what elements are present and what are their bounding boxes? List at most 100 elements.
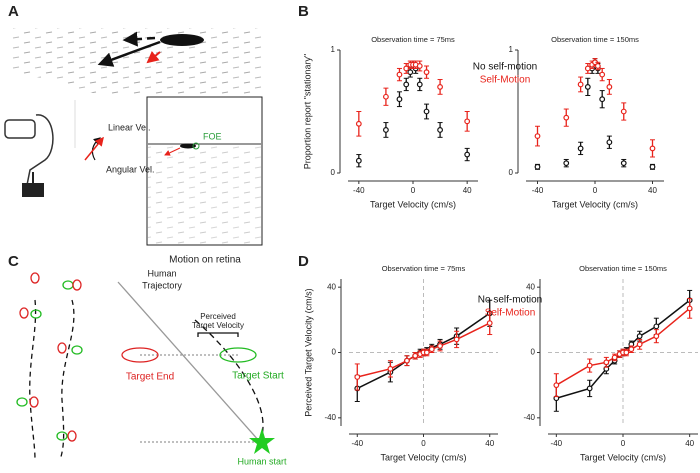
- marker: [599, 96, 606, 103]
- marker: [396, 96, 403, 103]
- y-tick-label: 40: [327, 282, 336, 291]
- marker: [649, 145, 656, 152]
- marker: [563, 114, 570, 121]
- marker: [553, 382, 560, 389]
- marker: [620, 160, 627, 167]
- marker: [653, 323, 660, 330]
- marker: [606, 83, 613, 90]
- marker: [464, 118, 471, 125]
- marker: [407, 69, 414, 76]
- x-tick-label: 0: [421, 439, 426, 448]
- annotation: Angular Vel.: [106, 164, 155, 174]
- legend-entry: Self-Motion: [480, 75, 531, 86]
- panel-label: C: [8, 253, 19, 270]
- y-axis-label: Proportion report "stationary": [302, 54, 312, 169]
- annotation: Target Start: [232, 371, 284, 382]
- marker: [577, 145, 584, 152]
- x-tick-label: 40: [463, 186, 472, 195]
- annotation: Trajectory: [142, 280, 182, 290]
- y-tick-label: 1: [331, 45, 336, 54]
- annotation: Target Velocity: [192, 321, 244, 330]
- x-tick-label: 0: [411, 186, 416, 195]
- illustration-a: [4, 28, 263, 246]
- marker: [354, 374, 361, 380]
- legend-entry: Self-Motion: [485, 308, 536, 319]
- legend-entry: No self-motion: [473, 62, 537, 73]
- marker: [649, 163, 656, 170]
- marker: [623, 349, 630, 356]
- panel-label: B: [298, 3, 309, 20]
- marker: [412, 352, 419, 359]
- x-tick-label: 0: [621, 439, 626, 448]
- marker: [403, 81, 410, 88]
- y-tick-label: -40: [324, 413, 336, 422]
- marker: [584, 65, 591, 72]
- marker: [603, 359, 610, 366]
- marker: [383, 127, 389, 133]
- x-tick-label: -40: [532, 186, 544, 195]
- annotation: Human: [147, 268, 176, 278]
- marker: [355, 157, 362, 164]
- marker: [428, 346, 435, 353]
- illustration-c: [16, 272, 275, 461]
- marker: [387, 365, 394, 372]
- y-tick-label: 1: [509, 45, 514, 54]
- marker: [464, 151, 471, 158]
- marker: [586, 385, 593, 392]
- caption: Motion on retina: [169, 255, 241, 266]
- marker: [606, 139, 613, 146]
- x-axis-label: Target Velocity (cm/s): [370, 199, 456, 209]
- marker: [486, 320, 493, 327]
- y-tick-label: 0: [331, 168, 336, 177]
- panel-label: D: [298, 253, 309, 270]
- marker: [686, 305, 693, 312]
- x-tick-label: 40: [685, 439, 694, 448]
- annotation: Human start: [237, 456, 287, 466]
- marker: [437, 83, 443, 90]
- marker: [423, 69, 430, 76]
- panel-title: Observation time = 150ms: [551, 35, 639, 44]
- marker: [437, 127, 443, 133]
- marker: [584, 83, 591, 90]
- marker: [416, 63, 423, 69]
- x-tick-label: 40: [648, 186, 657, 195]
- y-axis-label: Perceived Target Velocity (cm/s): [303, 288, 313, 416]
- marker: [636, 333, 643, 340]
- marker: [636, 341, 643, 348]
- y-tick-label: -40: [523, 413, 535, 422]
- x-tick-label: 0: [593, 186, 598, 195]
- x-tick-label: -40: [551, 439, 563, 448]
- marker: [534, 133, 541, 140]
- annotation: Target End: [126, 372, 174, 383]
- marker: [563, 160, 570, 167]
- marker: [416, 81, 423, 88]
- marker: [453, 336, 460, 343]
- marker: [577, 81, 584, 88]
- x-tick-label: -40: [353, 186, 365, 195]
- panel-title: Observation time = 75ms: [371, 35, 455, 44]
- x-tick-label: 40: [485, 439, 494, 448]
- marker: [653, 333, 660, 340]
- marker: [611, 354, 618, 361]
- panel-title: Observation time = 75ms: [382, 264, 466, 273]
- panel-title: Observation time = 150ms: [579, 264, 667, 273]
- x-axis-label: Target Velocity (cm/s): [580, 452, 666, 462]
- marker: [404, 357, 410, 364]
- marker: [423, 108, 430, 115]
- marker: [534, 163, 541, 170]
- x-tick-label: -40: [351, 439, 363, 448]
- marker: [628, 346, 635, 353]
- x-axis-label: Target Velocity (cm/s): [380, 452, 466, 462]
- y-tick-label: 0: [531, 348, 536, 357]
- marker: [355, 120, 362, 127]
- panel-label: A: [8, 3, 19, 20]
- marker: [594, 63, 601, 69]
- marker: [423, 349, 430, 356]
- y-tick-label: 40: [526, 282, 535, 291]
- marker: [437, 343, 443, 349]
- y-tick-label: 0: [332, 348, 337, 357]
- annotation: Perceived: [200, 312, 236, 321]
- annotation: FOE: [203, 131, 222, 141]
- marker: [620, 108, 627, 115]
- marker: [383, 93, 389, 100]
